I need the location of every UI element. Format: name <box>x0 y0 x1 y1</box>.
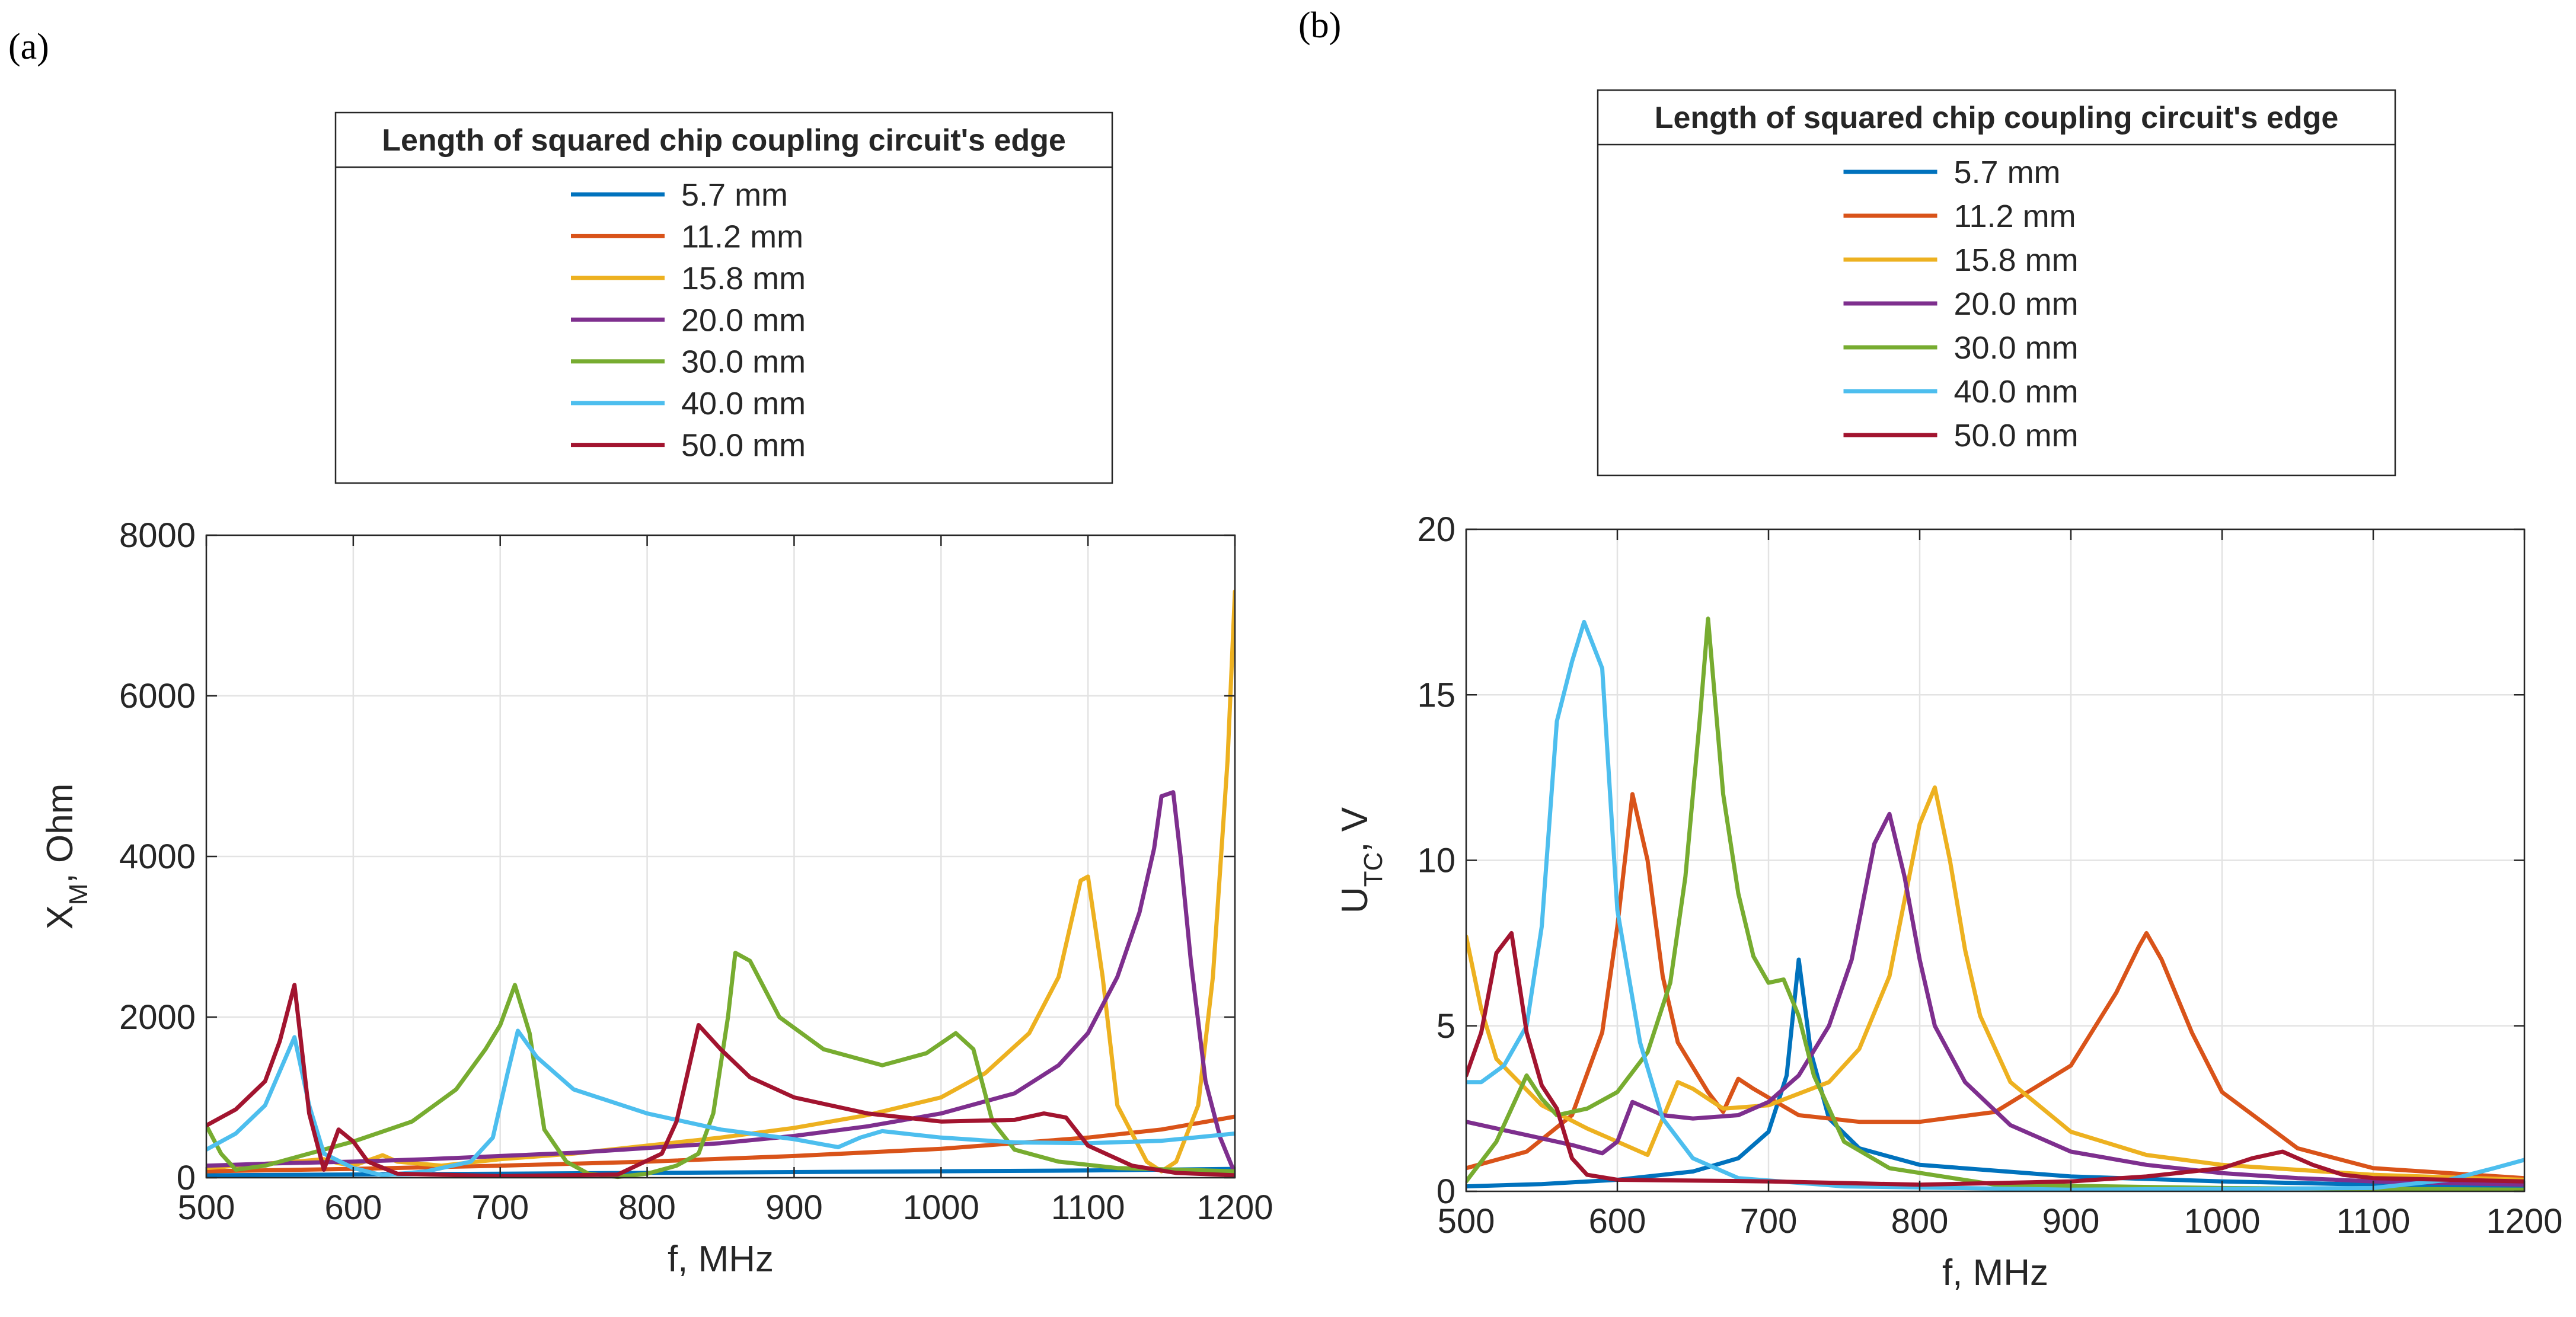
panel-label-a: (a) <box>8 27 49 67</box>
legend-entry: 30.0 mm <box>1954 330 2079 366</box>
legend: Length of squared chip coupling circuit'… <box>1597 89 2396 477</box>
y-axis-label: UTC, V <box>1335 807 1388 913</box>
x-tick-label: 1100 <box>1051 1188 1125 1227</box>
legend-entry: 30.0 mm <box>681 344 806 380</box>
x-tick-label: 900 <box>765 1188 823 1227</box>
series-line <box>206 1028 1235 1178</box>
y-tick-label: 0 <box>1437 1172 1455 1211</box>
legend-entry: 40.0 mm <box>681 386 806 421</box>
x-tick-label: 1000 <box>903 1188 979 1227</box>
legend-entry: 11.2 mm <box>1954 199 2076 234</box>
x-axis-label: f, MHz <box>668 1239 774 1280</box>
series-line <box>206 790 1235 1176</box>
legend-entry: 40.0 mm <box>1954 374 2079 410</box>
x-tick-label: 900 <box>2042 1202 2100 1241</box>
y-tick-label: 15 <box>1417 676 1455 714</box>
y-tick-label: 20 <box>1417 510 1455 549</box>
y-tick-label: 0 <box>177 1159 196 1197</box>
x-tick-label: 600 <box>1589 1202 1646 1241</box>
legend-title: Length of squared chip coupling circuit'… <box>382 123 1066 158</box>
series-line <box>206 983 1235 1178</box>
x-tick-label: 1000 <box>2184 1202 2260 1241</box>
chart-panel-a: 500 600 700 800 900 1000 1100 1200 0 2000 4000 6000… <box>40 111 1273 1280</box>
series-line <box>1466 616 2524 1192</box>
legend-box <box>1597 89 2396 477</box>
series-line <box>206 1114 1235 1174</box>
legend-entry: 11.2 mm <box>681 219 803 254</box>
x-tick-label: 800 <box>618 1188 676 1227</box>
y-tick-label: 2000 <box>119 998 196 1037</box>
x-tick-label: 700 <box>471 1188 529 1227</box>
series-line <box>1466 785 2524 1182</box>
x-tick-label: 1200 <box>2486 1202 2562 1241</box>
legend-entry: 50.0 mm <box>681 428 806 463</box>
legend-entry: 50.0 mm <box>1954 418 2079 453</box>
y-tick-label: 10 <box>1417 842 1455 880</box>
x-tick-label: 600 <box>324 1188 382 1227</box>
legend-entry: 20.0 mm <box>681 302 806 338</box>
x-tick-label: 500 <box>1438 1202 1495 1241</box>
series-line <box>1466 619 2524 1192</box>
y-tick-label: 6000 <box>119 677 196 715</box>
x-axis-label: f, MHz <box>1942 1252 2048 1293</box>
panel-label-b: (b) <box>1298 5 1342 46</box>
legend-entry: 5.7 mm <box>681 177 788 213</box>
legend-box <box>334 111 1113 484</box>
y-tick-label: 4000 <box>119 837 196 876</box>
x-tick-label: 800 <box>1891 1202 1949 1241</box>
legend-entry: 5.7 mm <box>1954 155 2061 190</box>
y-tick-label: 5 <box>1437 1007 1455 1046</box>
series-line <box>1466 811 2524 1187</box>
series-line <box>1466 957 2524 1189</box>
series-line <box>1466 792 2524 1181</box>
x-tick-label: 1100 <box>2336 1202 2411 1241</box>
legend-entry: 20.0 mm <box>1954 286 2079 322</box>
y-tick-label: 8000 <box>119 516 196 555</box>
x-tick-label: 700 <box>1740 1202 1798 1241</box>
y-axis-label: XM, Ohm <box>40 784 93 930</box>
x-tick-label: 500 <box>178 1188 235 1227</box>
x-tick-label: 1200 <box>1196 1188 1273 1227</box>
legend-entry: 15.8 mm <box>1954 242 2079 278</box>
legend: Length of squared chip coupling circuit'… <box>334 111 1113 484</box>
legend-title: Length of squared chip coupling circuit'… <box>1655 101 2339 135</box>
legend-entry: 15.8 mm <box>681 261 806 296</box>
series-line <box>206 951 1235 1179</box>
chart-panel-b: 500 600 700 800 900 1000 1100 1200 0 5 10 15 20 f, MH… <box>1335 89 2563 1293</box>
